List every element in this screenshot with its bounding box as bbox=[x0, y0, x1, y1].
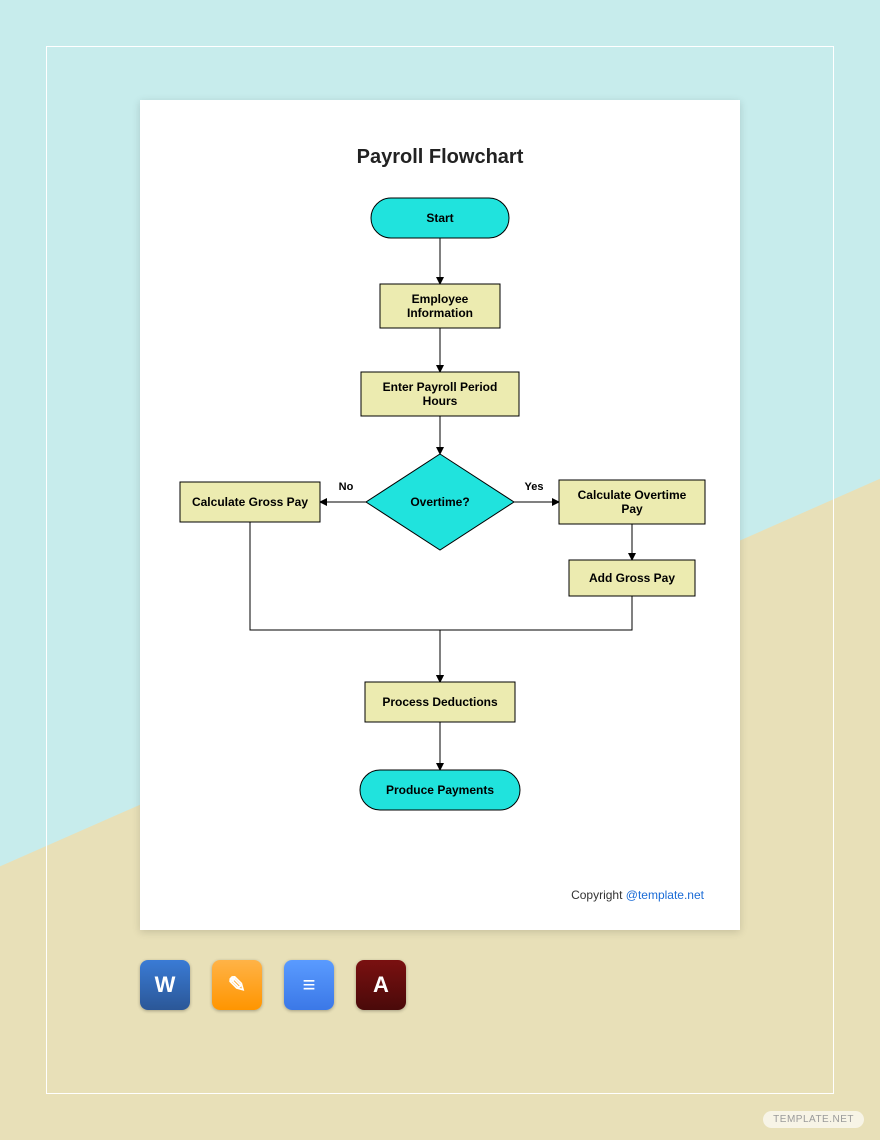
svg-text:Overtime?: Overtime? bbox=[410, 495, 469, 509]
copyright-link[interactable]: @template.net bbox=[626, 888, 704, 902]
edge-gross-deduct bbox=[250, 522, 440, 682]
document-page: Payroll Flowchart NoYesStartEmployeeInfo… bbox=[140, 100, 740, 930]
node-otpay: Calculate OvertimePay bbox=[559, 480, 705, 524]
docs-icon[interactable]: ≡ bbox=[284, 960, 334, 1010]
node-produce: Produce Payments bbox=[360, 770, 520, 810]
svg-text:Hours: Hours bbox=[423, 394, 458, 408]
svg-text:Enter Payroll Period: Enter Payroll Period bbox=[383, 380, 498, 394]
copyright-text: Copyright @template.net bbox=[571, 888, 704, 902]
edge-label-yes: Yes bbox=[525, 481, 544, 493]
svg-text:Start: Start bbox=[426, 211, 453, 225]
svg-text:Process Deductions: Process Deductions bbox=[382, 695, 498, 709]
edge-addgross-deduct bbox=[440, 596, 632, 682]
node-deduct: Process Deductions bbox=[365, 682, 515, 722]
pdf-icon[interactable]: A bbox=[356, 960, 406, 1010]
node-overtime: Overtime? bbox=[366, 454, 514, 550]
watermark-badge: TEMPLATE.NET bbox=[763, 1111, 864, 1128]
svg-text:Calculate Overtime: Calculate Overtime bbox=[578, 488, 687, 502]
flowchart-canvas: No Yes Start EmployeeInformation Enter Payro… bbox=[140, 100, 740, 930]
copyright-prefix: Copyright bbox=[571, 888, 626, 902]
word-icon[interactable]: W bbox=[140, 960, 190, 1010]
node-hours: Enter Payroll PeriodHours bbox=[361, 372, 519, 416]
pages-icon[interactable]: ✎ bbox=[212, 960, 262, 1010]
svg-text:Produce Payments: Produce Payments bbox=[386, 783, 494, 797]
edge-label-no: No bbox=[339, 481, 354, 493]
node-empinfo: EmployeeInformation bbox=[380, 284, 500, 328]
node-addgross: Add Gross Pay bbox=[569, 560, 695, 596]
svg-text:Add Gross Pay: Add Gross Pay bbox=[589, 571, 675, 585]
svg-text:Employee: Employee bbox=[412, 292, 469, 306]
export-icons-row: W ✎ ≡ A bbox=[140, 960, 406, 1010]
svg-text:Calculate Gross Pay: Calculate Gross Pay bbox=[192, 495, 308, 509]
node-start: Start bbox=[371, 198, 509, 238]
svg-text:Information: Information bbox=[407, 306, 473, 320]
node-gross: Calculate Gross Pay bbox=[180, 482, 320, 522]
svg-text:Pay: Pay bbox=[621, 502, 643, 516]
